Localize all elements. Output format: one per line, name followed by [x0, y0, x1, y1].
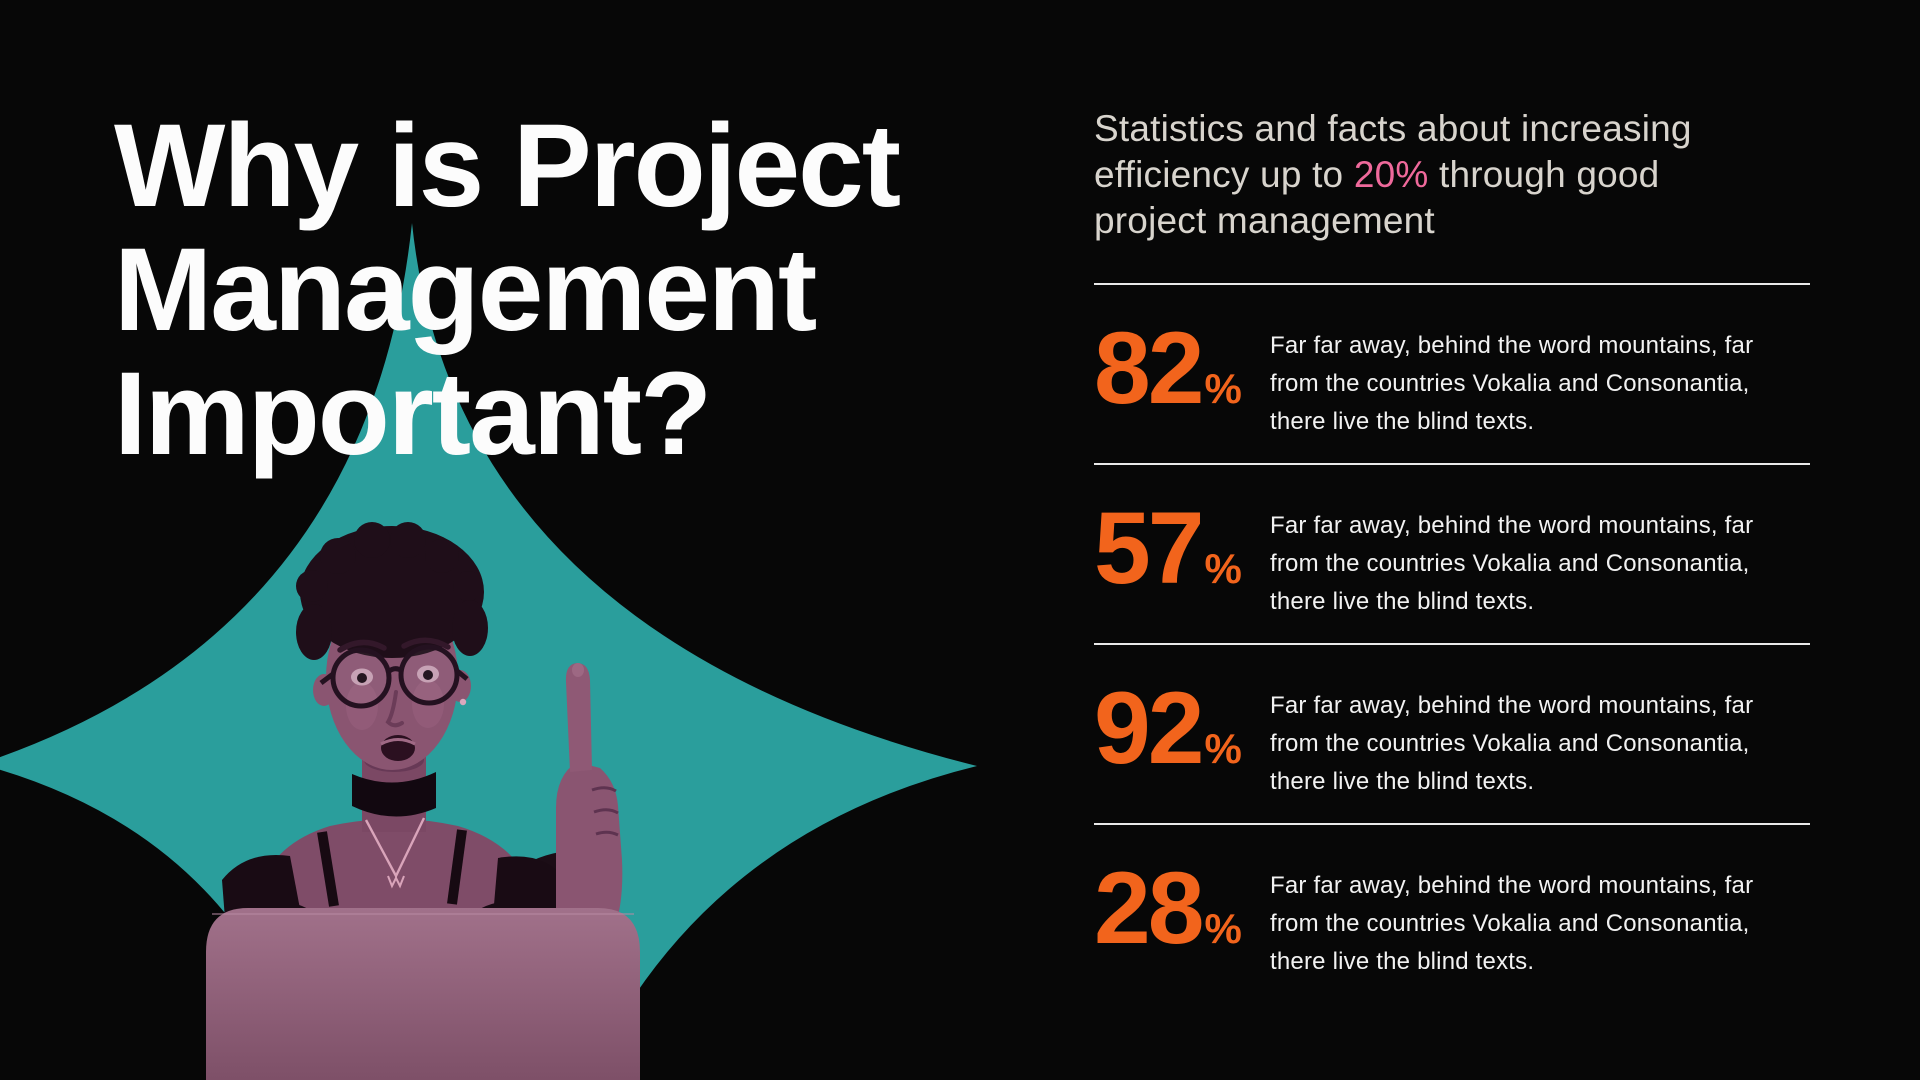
stats-panel: Statistics and facts about increasing eff…	[1094, 0, 1810, 1080]
subtitle-line-1: Statistics and facts about increasing	[1094, 108, 1692, 149]
percent-sign: %	[1204, 545, 1242, 592]
laptop	[206, 908, 640, 1080]
page-title: Why is Project Management Important?	[114, 100, 901, 480]
stat-value: 92%	[1094, 677, 1270, 823]
stat-row: 28% Far far away, behind the word mounta…	[1094, 823, 1810, 1003]
percent-sign: %	[1204, 365, 1242, 412]
stat-value-number: 82	[1094, 311, 1204, 425]
page-title-line-3: Important?	[114, 348, 712, 480]
stat-value: 57%	[1094, 497, 1270, 643]
stat-row: 92% Far far away, behind the word mounta…	[1094, 643, 1810, 823]
stat-value-number: 28	[1094, 851, 1204, 965]
stat-value: 28%	[1094, 857, 1270, 1003]
stat-value-number: 57	[1094, 491, 1204, 605]
stats-list: 82% Far far away, behind the word mounta…	[1094, 283, 1810, 1003]
stat-row: 82% Far far away, behind the word mounta…	[1094, 283, 1810, 463]
stat-row: 57% Far far away, behind the word mounta…	[1094, 463, 1810, 643]
subtitle: Statistics and facts about increasing eff…	[1094, 106, 1810, 244]
glasses	[319, 644, 469, 709]
stat-description: Far far away, behind the word mountains,…	[1270, 692, 1754, 795]
presenter-photo	[206, 522, 640, 1080]
percent-sign: %	[1204, 905, 1242, 952]
subtitle-line-2-pre: efficiency up to	[1094, 154, 1354, 195]
stat-value-number: 92	[1094, 671, 1204, 785]
stat-value: 82%	[1094, 317, 1270, 463]
subtitle-highlight: 20%	[1353, 154, 1429, 195]
page-title-line-1: Why is Project	[114, 100, 901, 232]
percent-sign: %	[1204, 725, 1242, 772]
subtitle-line-3: project management	[1094, 200, 1435, 241]
left-visual	[0, 223, 977, 1080]
stat-description: Far far away, behind the word mountains,…	[1270, 332, 1754, 435]
subtitle-line-2-post: through good	[1428, 154, 1660, 195]
page-title-line-2: Management	[114, 224, 817, 356]
stat-description: Far far away, behind the word mountains,…	[1270, 512, 1754, 615]
pointing-hand	[556, 663, 623, 930]
stat-description: Far far away, behind the word mountains,…	[1270, 872, 1754, 975]
